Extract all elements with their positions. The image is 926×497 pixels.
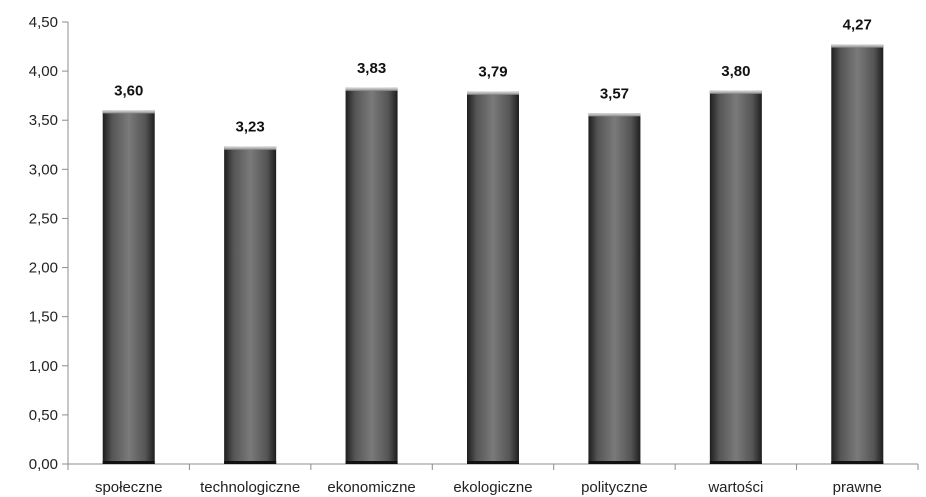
bar [345, 87, 398, 464]
category-labels: społeczne technologiczne ekonomiczne ekolog… [95, 479, 882, 496]
bar-top-highlight [831, 44, 884, 48]
bar-base-shadow [224, 461, 277, 464]
bar-ekologiczne [467, 91, 519, 464]
bar-base-shadow [102, 461, 155, 464]
category-label: ekonomiczne [327, 479, 415, 496]
bar-top-highlight [467, 91, 519, 95]
bar-technologiczne [224, 146, 277, 464]
bar-top-highlight [709, 90, 762, 94]
bar-wartości [709, 90, 762, 464]
bar-base-shadow [588, 461, 641, 464]
data-label: 3,60 [114, 82, 143, 99]
bar-base-shadow [709, 461, 762, 464]
bar-społeczne [102, 110, 155, 465]
bar-polityczne [588, 113, 641, 464]
y-tick-label: 1,00 [29, 358, 58, 375]
data-label: 3,83 [357, 60, 386, 77]
category-label: ekologiczne [453, 479, 532, 496]
y-tick-label: 3,50 [29, 112, 58, 129]
data-label: 3,80 [721, 63, 750, 80]
y-tick-label: 4,00 [29, 63, 58, 80]
y-tick-label: 0,50 [29, 407, 58, 424]
data-label: 3,23 [236, 119, 265, 136]
y-tick-label: 2,00 [29, 260, 58, 277]
y-tick-label: 3,00 [29, 161, 58, 178]
data-label: 4,27 [843, 17, 872, 34]
bar [831, 44, 884, 464]
y-tick-label: 1,50 [29, 309, 58, 326]
bar [224, 146, 277, 464]
data-label: 3,57 [600, 85, 629, 102]
y-tick-label: 2,50 [29, 210, 58, 227]
y-tick-label: 4,50 [29, 14, 58, 31]
x-axis-ticks [67, 464, 919, 470]
bar-top-highlight [345, 87, 398, 91]
bar-ekonomiczne [345, 87, 398, 464]
bar-top-highlight [102, 110, 155, 114]
category-label: społeczne [95, 479, 163, 496]
y-tick-label: 0,00 [29, 456, 58, 473]
bar-top-highlight [588, 113, 641, 117]
category-label: prawne [833, 479, 882, 496]
bar-base-shadow [467, 461, 519, 464]
bar [102, 110, 155, 465]
bar-base-shadow [345, 461, 398, 464]
y-axis-ticks: 0,00 0,50 1,00 1,50 2,00 2,50 3,00 3,50 4,00 4,50 [29, 14, 68, 473]
category-label: technologiczne [200, 479, 300, 496]
bar-series [102, 44, 884, 465]
bar [588, 113, 641, 464]
data-labels: 3,60 3,23 3,83 3,79 3,57 3,80 4,27 [114, 17, 872, 136]
bar-prawne [831, 44, 884, 464]
bar [709, 90, 762, 464]
category-label: polityczne [581, 479, 648, 496]
data-label: 3,79 [478, 64, 507, 81]
bar-top-highlight [224, 146, 277, 150]
bar [467, 91, 519, 464]
bar-base-shadow [831, 461, 884, 464]
category-label: wartości [707, 479, 763, 496]
